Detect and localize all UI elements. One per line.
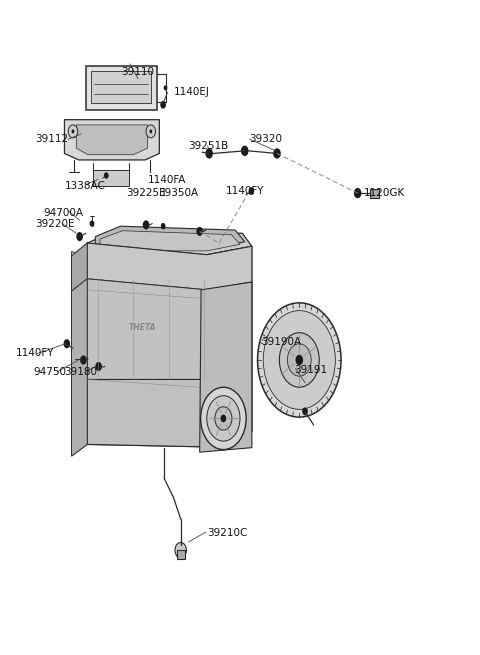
Circle shape	[201, 387, 246, 449]
Polygon shape	[87, 243, 252, 447]
Circle shape	[68, 125, 78, 138]
Circle shape	[196, 227, 203, 236]
Polygon shape	[100, 231, 240, 251]
Circle shape	[143, 220, 149, 229]
Polygon shape	[72, 279, 87, 456]
Bar	[370, 189, 379, 198]
Polygon shape	[72, 243, 87, 291]
Circle shape	[288, 344, 311, 376]
Circle shape	[161, 223, 166, 229]
Circle shape	[215, 407, 232, 430]
Polygon shape	[72, 265, 87, 278]
Text: 39225E: 39225E	[126, 188, 166, 198]
Text: 39190A: 39190A	[261, 337, 301, 346]
Polygon shape	[72, 243, 87, 456]
Circle shape	[63, 339, 70, 348]
Circle shape	[249, 187, 254, 195]
Circle shape	[279, 333, 319, 387]
Polygon shape	[72, 290, 87, 303]
Polygon shape	[87, 243, 252, 290]
Text: 1120GK: 1120GK	[363, 188, 405, 198]
Circle shape	[164, 85, 168, 90]
Text: 39191: 39191	[295, 365, 328, 375]
Circle shape	[90, 220, 95, 227]
Circle shape	[72, 130, 74, 134]
Circle shape	[207, 396, 240, 441]
Bar	[93, 170, 129, 186]
Circle shape	[220, 415, 226, 422]
Circle shape	[296, 355, 303, 365]
Polygon shape	[64, 120, 159, 160]
Bar	[177, 550, 185, 559]
Circle shape	[80, 356, 87, 365]
Polygon shape	[96, 226, 245, 249]
Text: 39251B: 39251B	[188, 141, 228, 151]
Circle shape	[76, 232, 83, 241]
Circle shape	[96, 362, 102, 371]
Text: 39180: 39180	[64, 367, 97, 377]
Text: 1140FA: 1140FA	[147, 175, 186, 185]
Circle shape	[241, 145, 249, 156]
Circle shape	[104, 172, 108, 179]
Circle shape	[354, 188, 361, 198]
Text: 39112: 39112	[35, 134, 68, 144]
Text: 94700A: 94700A	[43, 208, 83, 217]
Polygon shape	[72, 278, 87, 290]
Text: 39320: 39320	[250, 134, 283, 144]
Text: 39220E: 39220E	[35, 219, 74, 229]
Text: 1140FY: 1140FY	[226, 186, 264, 196]
Circle shape	[263, 310, 336, 409]
Circle shape	[160, 101, 166, 109]
Text: 1140EJ: 1140EJ	[174, 87, 209, 97]
Text: 94750: 94750	[34, 367, 67, 377]
Text: 39110: 39110	[121, 67, 155, 77]
Polygon shape	[87, 230, 252, 255]
Text: 1140FY: 1140FY	[16, 348, 55, 358]
FancyBboxPatch shape	[86, 66, 157, 110]
Circle shape	[175, 542, 186, 558]
Text: 39350A: 39350A	[158, 188, 199, 198]
Text: 39210C: 39210C	[207, 529, 247, 538]
Bar	[92, 71, 151, 103]
Polygon shape	[200, 282, 252, 452]
Circle shape	[146, 125, 156, 138]
Circle shape	[258, 303, 341, 417]
Polygon shape	[76, 125, 147, 155]
Polygon shape	[87, 373, 252, 447]
Circle shape	[205, 148, 213, 159]
Polygon shape	[72, 252, 87, 265]
Circle shape	[302, 407, 308, 415]
Circle shape	[149, 130, 152, 134]
Text: 1338AC: 1338AC	[64, 181, 105, 191]
Polygon shape	[87, 279, 252, 379]
Text: THETA: THETA	[129, 323, 156, 332]
Circle shape	[273, 148, 281, 159]
